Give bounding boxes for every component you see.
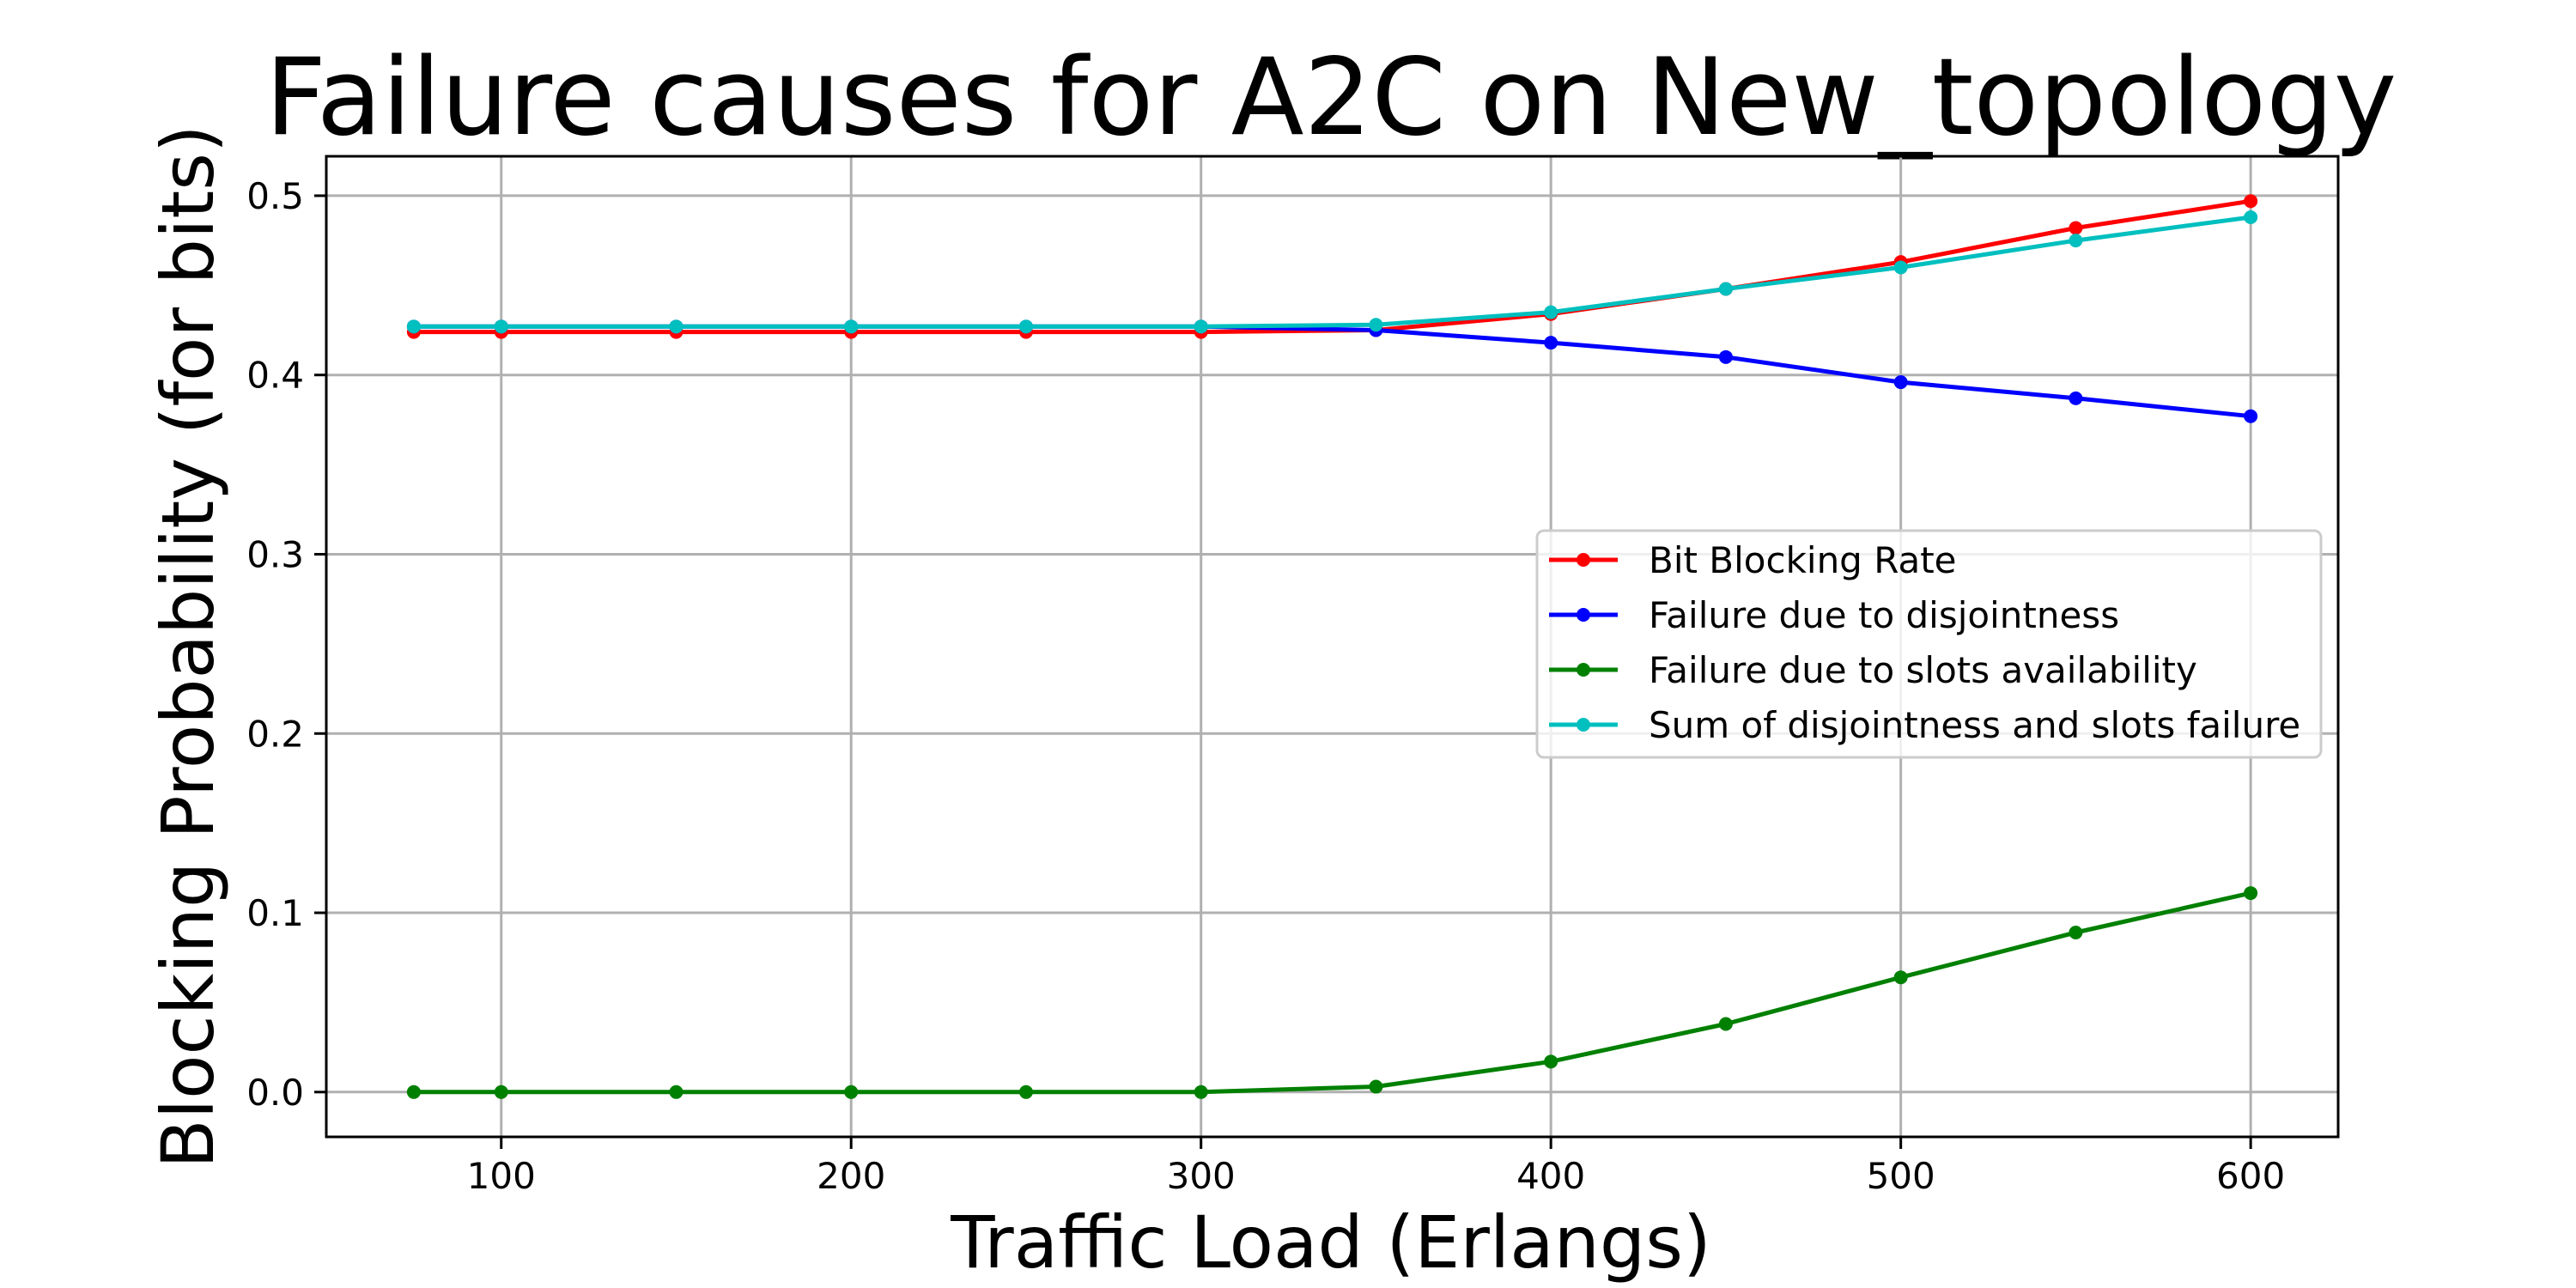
data-point <box>1544 336 1558 350</box>
data-point <box>1194 1084 1208 1099</box>
data-point <box>1544 305 1558 319</box>
y-axis-ticks: 0.0 0.1 0.2 0.3 0.4 0.5 <box>246 175 326 1114</box>
series-line <box>413 198 2251 335</box>
data-point <box>1893 970 1908 985</box>
legend-label: Failure due to disjointness <box>1649 594 2119 636</box>
series-line <box>413 324 2251 419</box>
x-tick-label: 600 <box>2216 1155 2285 1197</box>
legend-item: Sum of disjointness and slots failure <box>1549 704 2300 746</box>
data-point <box>1718 1017 1733 1031</box>
chart-title: Failure causes for A2C on New_topology <box>265 36 2397 160</box>
y-tick-label: 0.0 <box>246 1072 304 1114</box>
legend-swatch-marker <box>1577 663 1590 677</box>
x-axis-label: Traffic Load (Erlangs) <box>950 1200 1711 1285</box>
series-1 <box>406 319 2258 423</box>
y-tick-label: 0.2 <box>246 713 304 755</box>
legend-item: Failure due to disjointness <box>1549 594 2119 636</box>
data-point <box>1718 282 1733 296</box>
data-point <box>2069 925 2083 939</box>
data-point <box>844 1084 859 1099</box>
y-tick-label: 0.5 <box>246 175 304 217</box>
data-point <box>1544 1054 1558 1069</box>
data-point <box>2069 221 2083 235</box>
series-2 <box>406 886 2258 1099</box>
data-point <box>494 1084 508 1099</box>
legend-label: Sum of disjointness and slots failure <box>1649 704 2300 746</box>
data-point <box>2244 886 2258 901</box>
y-axis-label: Blocking Probability (for bits) <box>146 125 230 1169</box>
data-point <box>406 319 421 334</box>
legend: Bit Blocking Rate Failure due to disjoint… <box>1535 529 2323 759</box>
data-point <box>494 319 508 334</box>
x-tick-label: 300 <box>1167 1155 1236 1197</box>
legend-box <box>1535 529 2323 759</box>
data-point <box>844 319 859 334</box>
data-point <box>669 1084 683 1099</box>
data-point <box>1018 319 1033 334</box>
x-tick-label: 400 <box>1516 1155 1585 1197</box>
data-point <box>2069 391 2083 405</box>
legend-swatch-marker <box>1577 608 1590 622</box>
data-point <box>1893 260 1908 275</box>
data-point <box>2244 194 2258 209</box>
data-point <box>1893 375 1908 390</box>
data-point <box>1718 349 1733 364</box>
legend-item: Failure due to slots availability <box>1549 649 2197 691</box>
data-point <box>2244 409 2258 423</box>
data-point <box>1194 319 1208 334</box>
legend-swatch-marker <box>1577 553 1590 567</box>
x-axis-ticks: 100 200 300 400 500 600 <box>467 1137 2285 1197</box>
data-point <box>2244 210 2258 224</box>
data-point <box>406 1084 421 1099</box>
data-point <box>2069 234 2083 248</box>
y-tick-label: 0.1 <box>246 892 304 934</box>
x-tick-label: 100 <box>467 1155 536 1197</box>
legend-swatch-marker <box>1577 718 1590 732</box>
plot-series <box>406 194 2258 1099</box>
legend-label: Bit Blocking Rate <box>1649 539 1957 581</box>
series-3 <box>406 210 2258 334</box>
legend-item: Bit Blocking Rate <box>1549 539 1957 581</box>
data-point <box>1369 1079 1383 1094</box>
series-line <box>413 890 2251 1095</box>
legend-label: Failure due to slots availability <box>1649 649 2197 691</box>
data-point <box>1369 318 1383 332</box>
x-tick-label: 200 <box>817 1155 885 1197</box>
y-tick-label: 0.3 <box>246 533 304 575</box>
plot-frame <box>325 155 2340 1139</box>
data-point <box>1018 1084 1033 1099</box>
data-point <box>669 319 683 334</box>
series-0 <box>406 194 2258 339</box>
x-tick-label: 500 <box>1867 1155 1935 1197</box>
y-tick-label: 0.4 <box>246 355 304 397</box>
series-line <box>413 215 2251 329</box>
